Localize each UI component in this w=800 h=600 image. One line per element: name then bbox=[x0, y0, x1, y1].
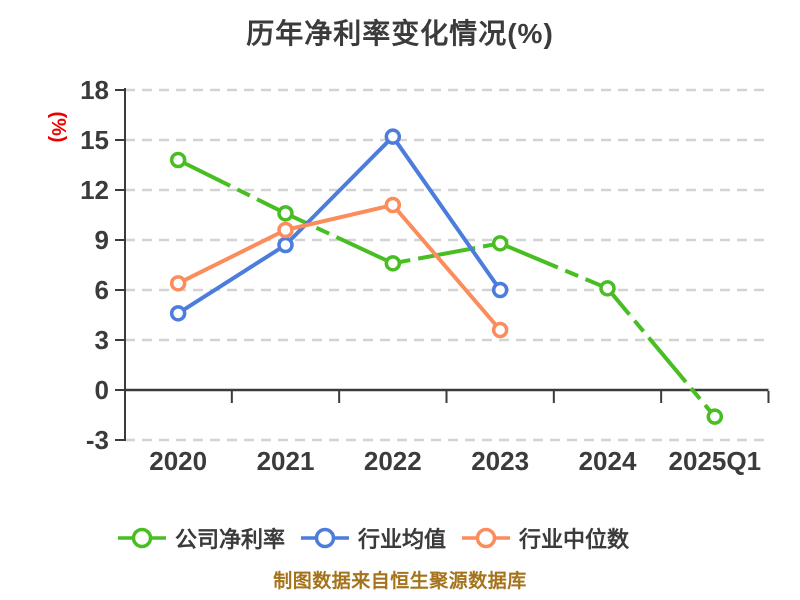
legend-marker-icon bbox=[462, 527, 511, 549]
data-point-2-2022 bbox=[384, 196, 402, 214]
data-point-2-2023 bbox=[491, 321, 509, 339]
data-point-0-2025Q1 bbox=[706, 408, 724, 425]
data-point-1-2020 bbox=[169, 305, 187, 322]
legend-marker-icon bbox=[118, 527, 166, 549]
data-point-0-2023 bbox=[491, 235, 509, 252]
legend: 公司净利率 行业均值 行业中位数 bbox=[118, 521, 629, 555]
legend-label: 行业均值 bbox=[358, 527, 447, 552]
data-point-0-2024 bbox=[599, 280, 616, 297]
data-point-0-2020 bbox=[169, 151, 187, 169]
legend-item-2: 行业中位数 bbox=[462, 522, 629, 554]
data-point-2-2021 bbox=[277, 221, 294, 239]
x-tick-label: 2021 bbox=[257, 446, 315, 476]
data-point-1-2023 bbox=[491, 281, 509, 299]
y-tick-label: 18 bbox=[80, 75, 109, 105]
data-point-0-2021 bbox=[277, 205, 294, 222]
x-tick-label: 2023 bbox=[471, 446, 529, 476]
series-line-1 bbox=[177, 134, 502, 316]
y-tick-label: 15 bbox=[80, 125, 109, 155]
x-tick-label: 2020 bbox=[149, 446, 207, 476]
data-point-1-2021 bbox=[277, 236, 294, 254]
y-tick-label: 9 bbox=[95, 225, 109, 255]
legend-item-0: 公司净利率 bbox=[118, 522, 285, 554]
legend-label: 公司净利率 bbox=[175, 527, 286, 552]
series-line-2 bbox=[177, 203, 502, 332]
y-tick-label: 6 bbox=[95, 275, 109, 305]
y-tick-label: 0 bbox=[95, 375, 109, 405]
data-source-note: 制图数据来自恒生聚源数据库 bbox=[273, 571, 527, 592]
x-tick-label: 2025Q1 bbox=[669, 446, 762, 476]
legend-label: 行业中位数 bbox=[519, 527, 630, 552]
chart-title: 历年净利率变化情况(%) bbox=[246, 18, 554, 49]
y-tick-label: -3 bbox=[86, 425, 109, 455]
legend-marker-icon bbox=[301, 527, 350, 549]
legend-item-1: 行业均值 bbox=[301, 522, 446, 554]
x-tick-label: 2022 bbox=[364, 446, 422, 476]
y-tick-label: 3 bbox=[95, 325, 109, 355]
data-point-2-2020 bbox=[169, 275, 187, 292]
x-tick-label: 2024 bbox=[579, 446, 637, 476]
y-tick-label: 12 bbox=[80, 175, 109, 205]
series-line-0 bbox=[177, 158, 717, 418]
data-point-0-2022 bbox=[384, 255, 402, 272]
data-point-1-2022 bbox=[384, 128, 402, 145]
